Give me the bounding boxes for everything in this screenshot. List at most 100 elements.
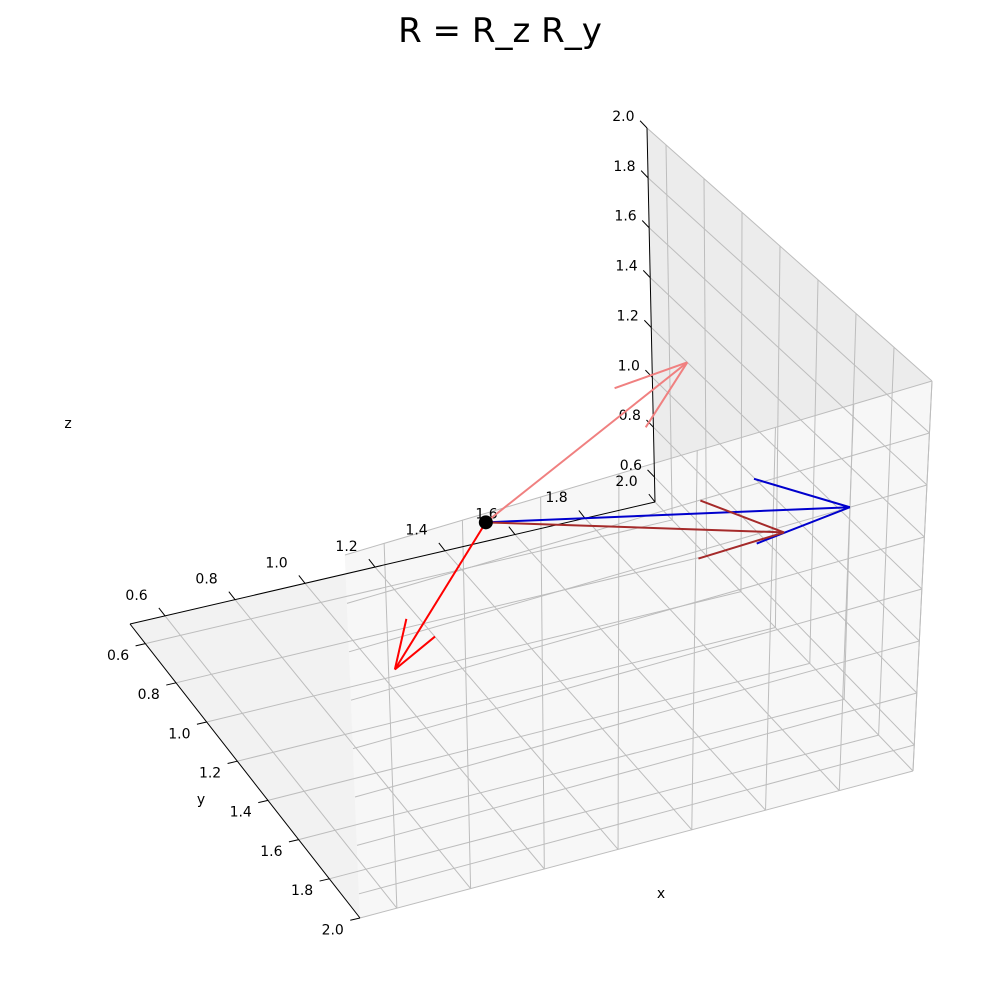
z-tick-label: 2.0 [612, 109, 634, 125]
z-tick [639, 120, 648, 129]
z-tick [647, 469, 655, 478]
vector-head [393, 618, 408, 670]
grid-line-z-back [646, 127, 933, 382]
y-tick-label: 1.4 [405, 523, 427, 539]
grid-line-z-back [649, 277, 925, 538]
y-tick-label: 0.8 [195, 572, 217, 588]
grid-line-y-side [912, 380, 933, 772]
z-tick [641, 220, 650, 229]
y-tick [648, 493, 656, 503]
y-tick [578, 510, 586, 519]
z-tick-label: 1.6 [614, 209, 636, 225]
grid-line-x-back [774, 246, 781, 628]
origin-point [478, 515, 493, 530]
x-tick-label: 0.8 [138, 687, 160, 703]
grid-line-y-side [617, 473, 620, 850]
y-tick [508, 526, 516, 535]
vector-arrow [485, 477, 851, 545]
grid-line-z-side [356, 692, 917, 846]
x-tick [258, 799, 269, 804]
x-tick [350, 917, 361, 921]
axis-lines [129, 127, 656, 919]
vector-head [614, 361, 688, 390]
x-tick [319, 878, 330, 882]
grid-line-y-side [383, 543, 398, 909]
x-tick-label: 1.4 [230, 805, 252, 821]
vector-head [644, 361, 689, 428]
x-tick-label: 2.0 [322, 922, 344, 938]
grid-line-x-back [740, 212, 743, 592]
grid-line-x-floor [267, 662, 810, 801]
grid-line-y-side [540, 496, 545, 870]
grid-line-y-side [461, 520, 472, 889]
grid-line-z-side [344, 380, 933, 556]
grid-line-x-floor [145, 519, 673, 645]
z-axis-line [646, 127, 656, 503]
grid-line-x-floor [206, 591, 742, 723]
y-tick-label: 1.8 [545, 490, 567, 506]
vector-head [756, 506, 851, 545]
grid-lines [145, 127, 933, 919]
y-tick-label: 2.0 [615, 474, 637, 490]
x-tick-label: 1.6 [260, 844, 282, 860]
y-tick [298, 575, 306, 584]
z-tick [642, 270, 651, 278]
z-tick-label: 1.4 [615, 259, 637, 275]
z-tick [640, 170, 649, 179]
x-tick [135, 643, 146, 647]
grid-line-y-floor [654, 501, 914, 772]
vector-arrow [393, 521, 487, 671]
grid-line-z-side [358, 744, 915, 895]
grid-line-y-floor [514, 534, 766, 811]
tick-marks: 0.60.81.01.21.41.61.82.00.60.81.01.21.41… [107, 109, 656, 938]
grid-line-z-side [348, 484, 928, 653]
y-axis-line [129, 501, 656, 625]
grid-line-y-side [765, 427, 776, 811]
grid-line-x-floor [359, 770, 914, 919]
z-tick [643, 319, 652, 328]
grid-line-z-back [654, 476, 915, 746]
vector-arrows [393, 361, 851, 671]
grid-line-y-floor [304, 583, 545, 870]
grid-line-x-floor [237, 627, 776, 762]
x-tick-label: 1.2 [199, 766, 221, 782]
z-tick-label: 0.8 [619, 408, 641, 424]
grid-line-z-side [352, 588, 923, 750]
y-tick [368, 558, 376, 568]
y-tick-label: 1.2 [335, 539, 357, 555]
x-axis-line [129, 623, 361, 919]
grid-line-x-back [665, 144, 673, 520]
grid-line-x-back [878, 347, 895, 736]
grid-line-y-floor [234, 599, 471, 889]
grid-line-z-back [653, 426, 918, 694]
grid-line-z-back [650, 327, 923, 590]
vector-shaft [485, 361, 688, 524]
z-tick-label: 1.0 [618, 358, 640, 374]
y-tick-label: 1.0 [265, 555, 287, 571]
grid-line-z-side [354, 640, 920, 798]
grid-line-x-back [809, 279, 819, 664]
grid-line-x-floor [298, 698, 845, 841]
vector-shaft [394, 521, 487, 671]
vector-arrow [485, 361, 689, 524]
vector-head [698, 531, 785, 560]
grid-line-y-floor [584, 517, 840, 791]
z-tick-label: 1.8 [613, 159, 635, 175]
z-tick-label: 1.2 [617, 309, 639, 325]
grid-line-y-floor [164, 615, 398, 909]
grid-line-z-side [346, 432, 930, 604]
x-tick [166, 682, 177, 686]
y-tick [158, 607, 166, 617]
x-tick [227, 760, 238, 764]
y-tick [228, 591, 236, 600]
vector-shaft [485, 521, 785, 534]
x-tick-label: 0.6 [107, 648, 129, 664]
grid-line-y-side [838, 404, 855, 791]
x-tick-label: 1.0 [168, 726, 190, 742]
chart-title: R = R_z R_y [398, 11, 602, 51]
axis-panes [129, 127, 933, 919]
z-axis-label: z [64, 416, 71, 432]
x-tick [196, 721, 207, 725]
